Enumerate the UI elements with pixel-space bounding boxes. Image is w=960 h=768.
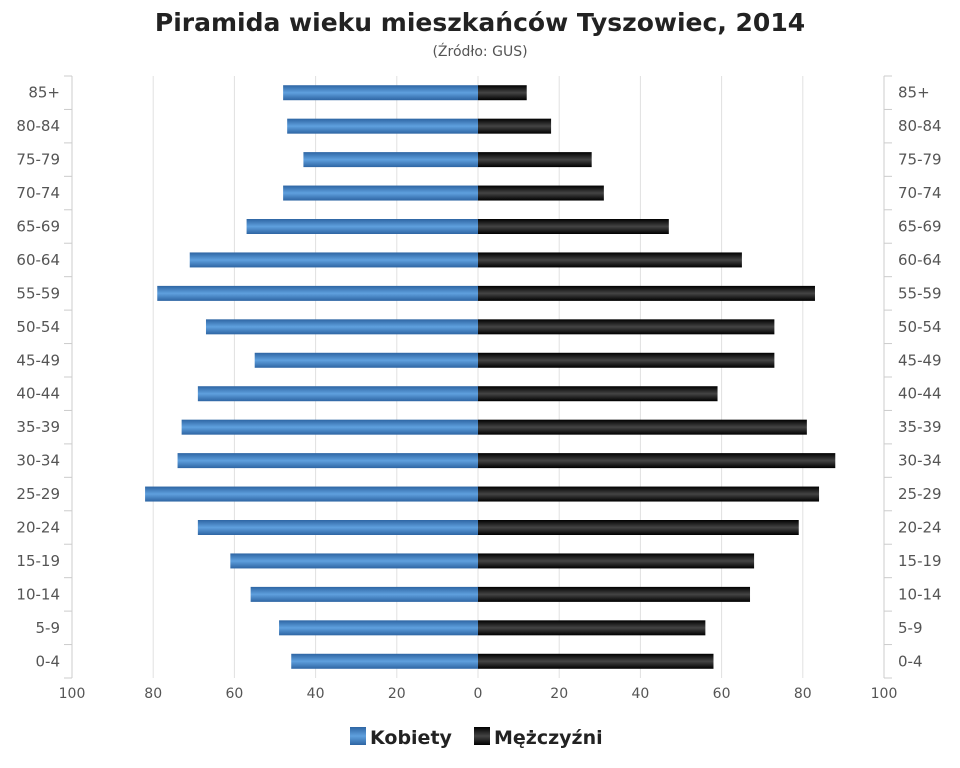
category-label-left: 85+ [28, 84, 60, 102]
bar-kobiety [246, 219, 478, 234]
category-label-right: 55-59 [898, 284, 942, 302]
bar-kobiety [291, 653, 478, 669]
bar-kobiety [254, 352, 478, 368]
category-label-left: 55-59 [16, 284, 60, 302]
category-label-left: 80-84 [16, 117, 60, 135]
category-label-right: 40-44 [898, 385, 942, 403]
bar-mezczyzni [478, 185, 604, 201]
bar-kobiety [189, 252, 479, 268]
chart-subtitle: (Źródło: GUS) [432, 44, 528, 60]
x-tick-label: 80 [144, 686, 162, 702]
bar-mezczyzni [478, 520, 799, 535]
bar-mezczyzni [478, 219, 669, 234]
bar-kobiety [283, 85, 478, 101]
category-label-right: 80-84 [898, 117, 942, 135]
x-tick-label: 60 [225, 686, 243, 702]
category-label-left: 70-74 [16, 184, 60, 202]
legend-label-mezczyzni: Mężczyźni [494, 727, 603, 749]
bar-mezczyzni [478, 118, 552, 134]
x-tick-label: 40 [631, 686, 649, 702]
bar-mezczyzni [478, 453, 836, 469]
category-label-right: 85+ [898, 84, 930, 102]
category-label-left: 45-49 [16, 351, 60, 369]
bar-mezczyzni [478, 319, 775, 335]
bar-kobiety [197, 520, 479, 535]
bar-mezczyzni [478, 252, 742, 268]
bar-kobiety [197, 386, 479, 402]
category-label-left: 0-4 [36, 652, 61, 670]
bar-kobiety [205, 319, 479, 335]
bar-mezczyzni [478, 586, 751, 602]
bar-kobiety [181, 419, 478, 435]
category-label-right: 10-14 [898, 585, 942, 603]
category-label-right: 45-49 [898, 351, 942, 369]
category-label-left: 25-29 [16, 485, 60, 503]
legend-swatch-mezczyzni [474, 727, 490, 745]
category-label-left: 65-69 [16, 218, 60, 236]
x-tick-label: 20 [388, 686, 406, 702]
category-label-left: 5-9 [36, 619, 61, 637]
category-label-left: 35-39 [16, 418, 60, 436]
bar-mezczyzni [478, 486, 820, 502]
x-tick-label: 40 [307, 686, 325, 702]
x-tick-label: 100 [59, 686, 86, 702]
category-label-right: 75-79 [898, 151, 942, 169]
bar-mezczyzni [478, 620, 706, 636]
x-tick-label: 0 [474, 686, 483, 702]
x-tick-label: 60 [713, 686, 731, 702]
category-label-right: 0-4 [898, 652, 923, 670]
category-label-right: 50-54 [898, 318, 942, 336]
bar-kobiety [283, 185, 478, 201]
category-label-right: 35-39 [898, 418, 942, 436]
bar-mezczyzni [478, 285, 815, 301]
bar-mezczyzni [478, 653, 714, 669]
category-label-left: 10-14 [16, 585, 60, 603]
bar-mezczyzni [478, 85, 527, 101]
bar-mezczyzni [478, 152, 592, 168]
category-label-right: 5-9 [898, 619, 923, 637]
chart-title: Piramida wieku mieszkańców Tyszowiec, 20… [154, 8, 806, 37]
bar-mezczyzni [478, 386, 718, 402]
category-label-left: 75-79 [16, 151, 60, 169]
bar-kobiety [177, 453, 478, 469]
bar-kobiety [287, 118, 478, 134]
legend-swatch-kobiety [350, 727, 366, 745]
category-label-right: 65-69 [898, 218, 942, 236]
category-label-right: 15-19 [898, 552, 942, 570]
bar-mezczyzni [478, 419, 807, 435]
bar-kobiety [157, 285, 478, 301]
category-label-right: 30-34 [898, 452, 942, 470]
category-label-left: 40-44 [16, 385, 60, 403]
x-tick-label: 80 [794, 686, 812, 702]
category-label-right: 60-64 [898, 251, 942, 269]
category-label-right: 20-24 [898, 519, 942, 537]
bar-kobiety [230, 553, 478, 569]
bar-kobiety [279, 620, 478, 636]
category-label-left: 15-19 [16, 552, 60, 570]
bar-kobiety [145, 486, 478, 502]
category-label-left: 50-54 [16, 318, 60, 336]
category-label-right: 70-74 [898, 184, 942, 202]
bar-kobiety [250, 586, 478, 602]
bar-kobiety [303, 152, 478, 168]
category-label-left: 30-34 [16, 452, 60, 470]
bar-mezczyzni [478, 553, 755, 569]
legend-label-kobiety: Kobiety [370, 727, 453, 749]
category-label-right: 25-29 [898, 485, 942, 503]
x-tick-label: 100 [871, 686, 898, 702]
category-label-left: 60-64 [16, 251, 60, 269]
bar-mezczyzni [478, 352, 775, 368]
category-label-left: 20-24 [16, 519, 60, 537]
x-tick-label: 20 [550, 686, 568, 702]
